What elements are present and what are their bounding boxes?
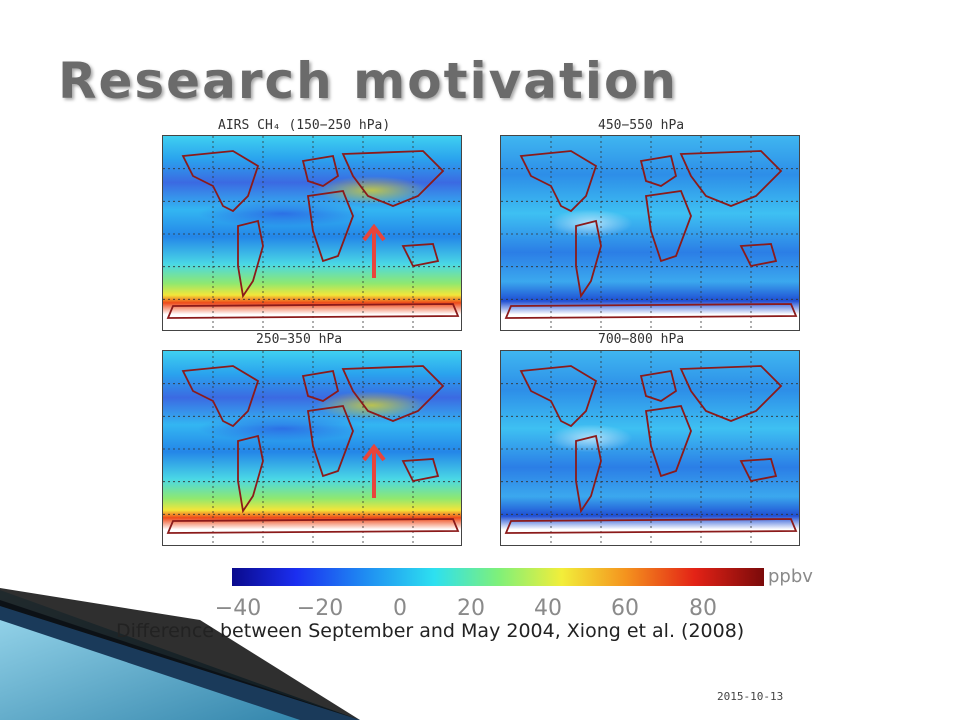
coastline [519,150,598,213]
colorbar-tick: 60 [611,596,639,621]
coastline [341,150,445,207]
ch4-map-150-250 [162,135,462,331]
coastline [575,219,602,299]
coastline [401,243,440,268]
coastline [237,434,264,514]
coastline [519,365,598,428]
coastline [644,190,692,263]
colorbar-tick: 80 [689,596,717,621]
coastline [166,518,460,534]
coastline [401,458,440,483]
colorbar-tick: 40 [534,596,562,621]
panel-label-450-550: 450−550 hPa [598,118,685,133]
figure-caption: Difference between September and May 200… [116,620,745,642]
up-arrow-icon [362,444,386,498]
coastline [237,219,264,299]
coastline [306,190,354,263]
coastline [504,303,798,319]
colorbar-tick: 20 [457,596,485,621]
coastline [301,154,340,187]
slide-date: 2015-10-13 [717,690,784,703]
ch4-map-450-550 [500,135,800,331]
coastline [679,365,783,422]
map-overlay [501,136,799,330]
slide-title: Research motivation [58,52,678,110]
map-overlay [163,351,461,545]
ch4-map-250-350 [162,350,462,546]
coastline [301,369,340,402]
coastline [504,518,798,534]
panel-label-250-350: 250−350 hPa [256,332,343,347]
colorbar-tick: −40 [214,596,262,621]
colorbar [232,568,764,586]
ch4-map-700-800 [500,350,800,546]
coastline [739,243,778,268]
coastline [181,150,260,213]
coastline [306,405,354,478]
coastline [181,365,260,428]
panel-label-150-250: AIRS CH₄ (150−250 hPa) [218,118,391,133]
coastline [341,365,445,422]
map-overlay [501,351,799,545]
coastline [639,369,678,402]
colorbar-tick: 0 [393,596,407,621]
up-arrow-icon [362,224,386,278]
coastline [575,434,602,514]
map-overlay [163,136,461,330]
coastline [679,150,783,207]
coastline [166,303,460,319]
panel-label-700-800: 700−800 hPa [598,332,685,347]
coastline [644,405,692,478]
coastline [739,458,778,483]
corner-decoration [0,588,360,720]
coastline [639,154,678,187]
colorbar-tick: −20 [296,596,344,621]
colorbar-unit: ppbv [768,566,813,587]
